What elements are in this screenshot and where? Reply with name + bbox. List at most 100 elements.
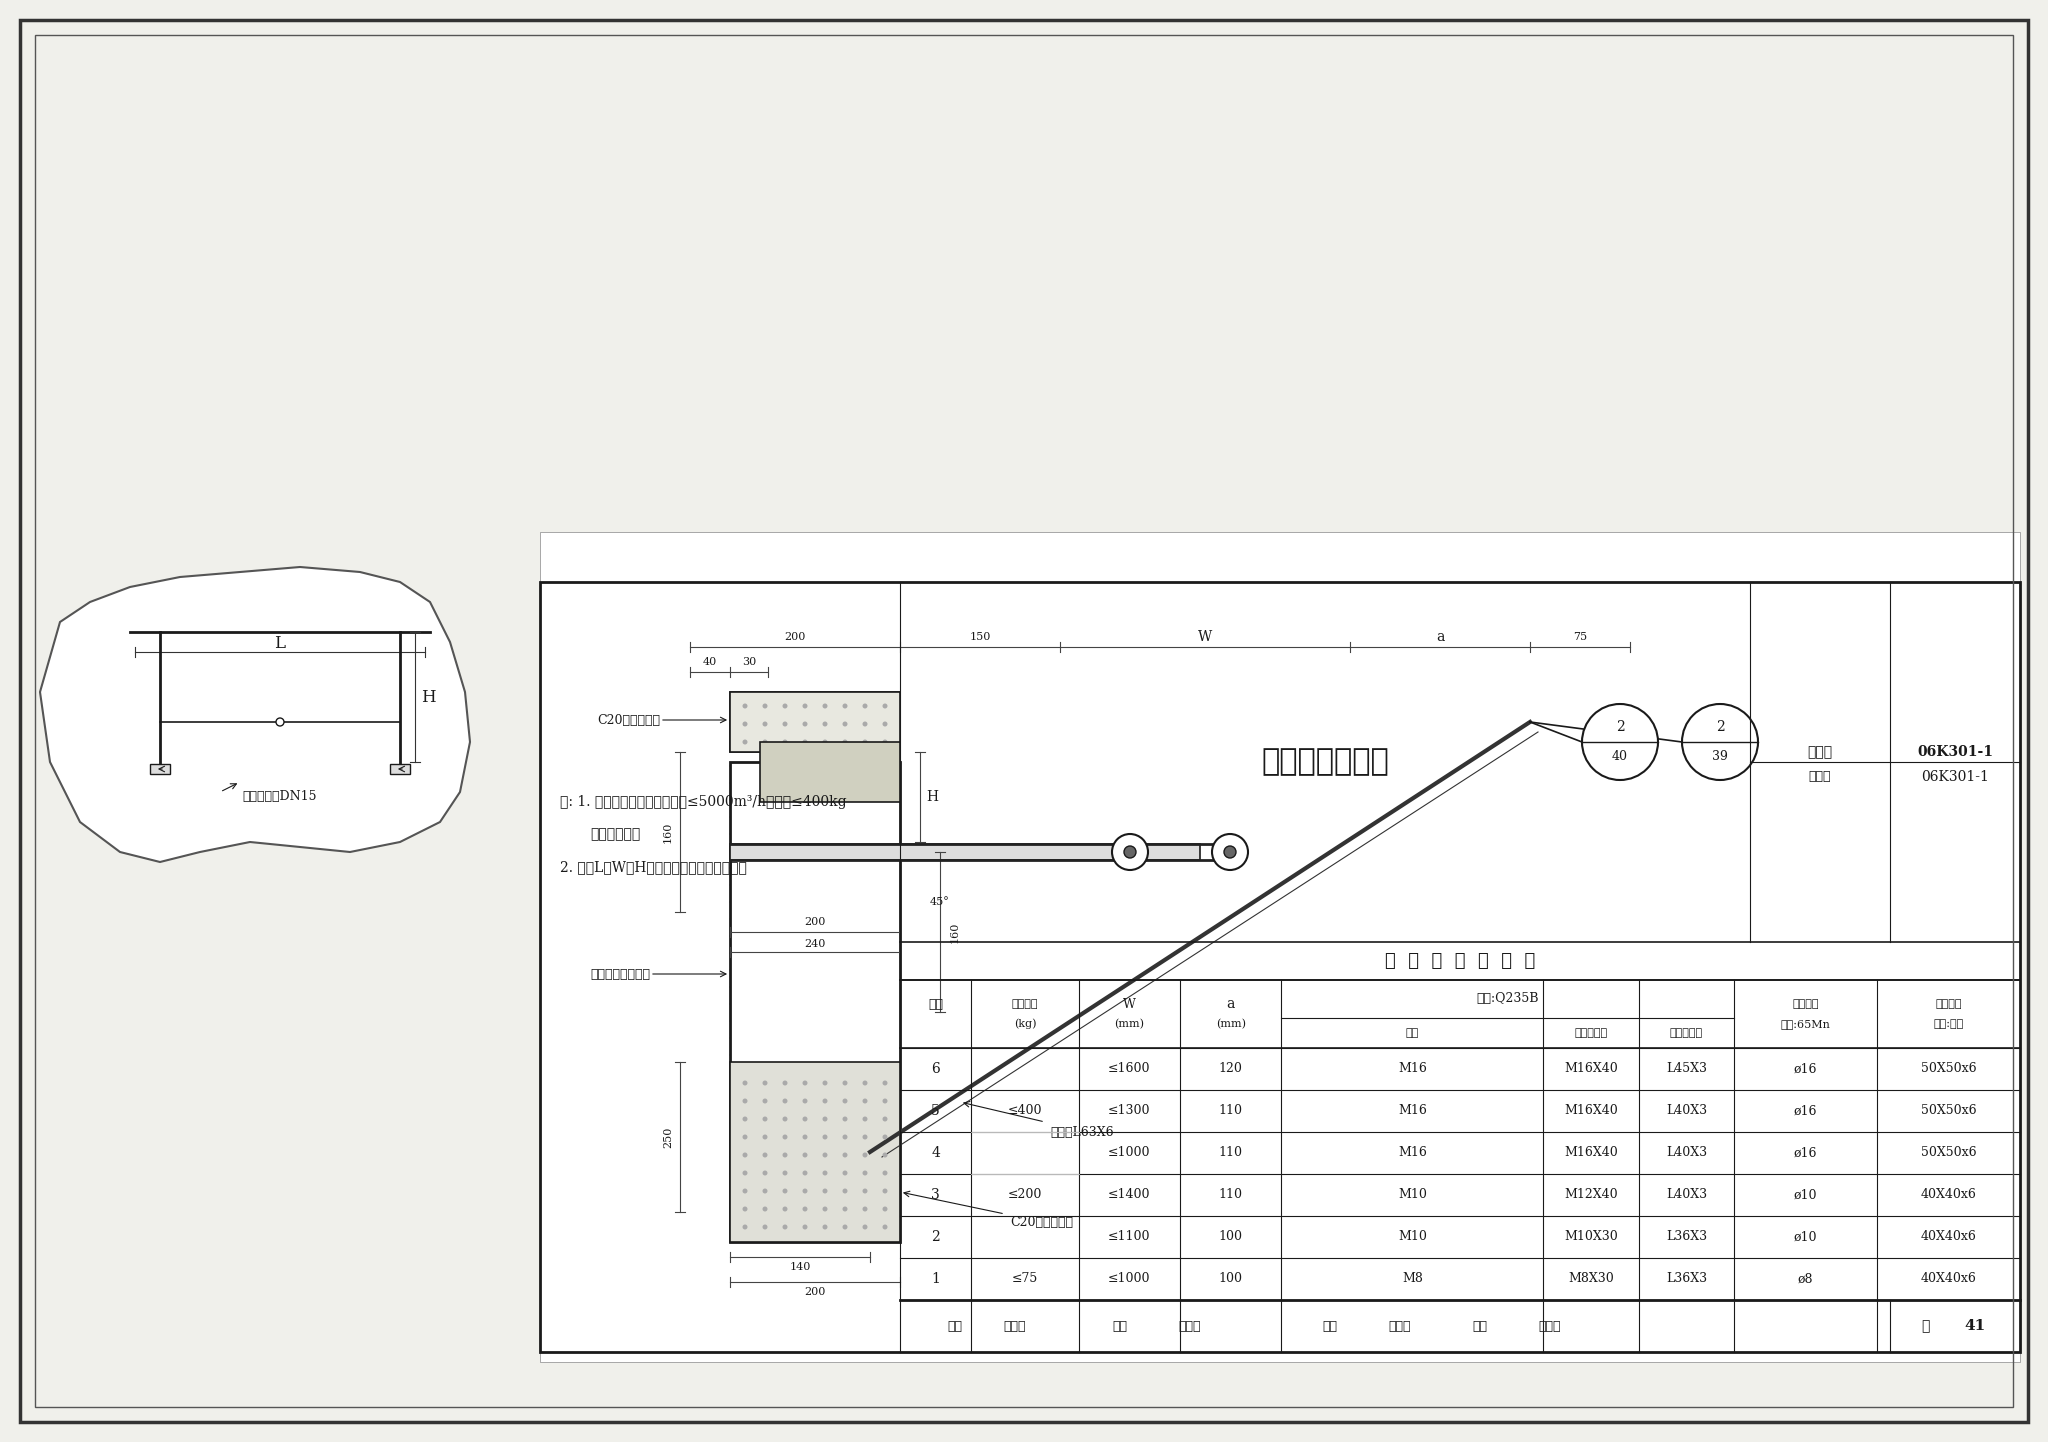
Circle shape xyxy=(743,1099,748,1103)
Circle shape xyxy=(883,1135,887,1139)
Text: ≤1400: ≤1400 xyxy=(1108,1188,1151,1201)
Text: 螺号: 螺号 xyxy=(1405,1028,1419,1038)
Text: 2: 2 xyxy=(1616,720,1624,734)
Circle shape xyxy=(782,1135,788,1139)
Circle shape xyxy=(842,1224,848,1230)
Text: 45°: 45° xyxy=(930,897,950,907)
Text: M10X30: M10X30 xyxy=(1565,1230,1618,1243)
Text: 100: 100 xyxy=(1219,1230,1243,1243)
Text: 砖墙或轻质砌块墙: 砖墙或轻质砌块墙 xyxy=(590,968,649,981)
Text: M8: M8 xyxy=(1403,1272,1423,1285)
Circle shape xyxy=(782,740,788,744)
Text: 110: 110 xyxy=(1219,1188,1243,1201)
Text: 校对: 校对 xyxy=(1112,1319,1128,1332)
Text: 200: 200 xyxy=(805,917,825,927)
Text: 150: 150 xyxy=(969,632,991,642)
Circle shape xyxy=(803,721,807,727)
Circle shape xyxy=(803,1171,807,1175)
Text: H: H xyxy=(420,688,436,705)
Text: 材料:65Mn: 材料:65Mn xyxy=(1780,1019,1831,1030)
Text: a: a xyxy=(1227,996,1235,1011)
Text: W: W xyxy=(1198,630,1212,645)
Circle shape xyxy=(762,704,768,708)
Circle shape xyxy=(823,1116,827,1122)
Circle shape xyxy=(823,740,827,744)
Circle shape xyxy=(842,1171,848,1175)
Text: H: H xyxy=(926,790,938,805)
Circle shape xyxy=(1225,846,1237,858)
Circle shape xyxy=(823,1224,827,1230)
Text: a: a xyxy=(1436,630,1444,645)
Circle shape xyxy=(743,1135,748,1139)
Text: ≤1000: ≤1000 xyxy=(1108,1146,1151,1159)
Circle shape xyxy=(883,1224,887,1230)
Text: 绘图: 绘图 xyxy=(1323,1319,1337,1332)
Circle shape xyxy=(842,1080,848,1086)
Circle shape xyxy=(803,1135,807,1139)
Circle shape xyxy=(762,740,768,744)
Text: 160: 160 xyxy=(950,921,961,943)
Text: ø16: ø16 xyxy=(1794,1063,1817,1076)
Circle shape xyxy=(862,704,868,708)
Circle shape xyxy=(743,1116,748,1122)
Text: 图集号: 图集号 xyxy=(1808,746,1833,758)
Bar xyxy=(150,764,170,774)
Circle shape xyxy=(1212,833,1247,870)
Circle shape xyxy=(782,721,788,727)
Text: 2: 2 xyxy=(1716,720,1724,734)
Circle shape xyxy=(842,704,848,708)
Bar xyxy=(760,743,899,802)
Text: C20细石混凝土: C20细石混凝土 xyxy=(598,714,659,727)
Text: L40X3: L40X3 xyxy=(1665,1146,1706,1159)
Circle shape xyxy=(762,1116,768,1122)
Circle shape xyxy=(862,1135,868,1139)
Circle shape xyxy=(823,1152,827,1158)
Text: 110: 110 xyxy=(1219,1146,1243,1159)
Text: M16: M16 xyxy=(1399,1146,1427,1159)
Circle shape xyxy=(862,1152,868,1158)
Text: 40X40x6: 40X40x6 xyxy=(1921,1230,1976,1243)
Circle shape xyxy=(823,1207,827,1211)
Circle shape xyxy=(862,1171,868,1175)
Circle shape xyxy=(883,1099,887,1103)
Text: 140: 140 xyxy=(788,1262,811,1272)
Text: M16: M16 xyxy=(1399,1105,1427,1118)
Text: ø10: ø10 xyxy=(1794,1230,1817,1243)
Circle shape xyxy=(883,740,887,744)
Text: 杆  件  材  料  规  格  表: 杆 件 材 料 规 格 表 xyxy=(1384,952,1536,970)
Circle shape xyxy=(782,1116,788,1122)
Text: 41: 41 xyxy=(1964,1319,1987,1332)
Circle shape xyxy=(762,1080,768,1086)
Text: 审核: 审核 xyxy=(948,1319,963,1332)
Bar xyxy=(541,583,2019,1353)
Text: 吊顶式墙上安装: 吊顶式墙上安装 xyxy=(1262,747,1389,777)
Text: 材料:橡胶: 材料:橡胶 xyxy=(1933,1019,1964,1030)
Text: 郁永庆: 郁永庆 xyxy=(1180,1319,1202,1332)
Text: 200: 200 xyxy=(784,632,805,642)
Circle shape xyxy=(842,1188,848,1194)
Bar xyxy=(729,692,899,751)
Circle shape xyxy=(823,1080,827,1086)
Circle shape xyxy=(782,1099,788,1103)
Text: 2. 图中L、W和H分别为机组的长、宽和高。: 2. 图中L、W和H分别为机组的长、宽和高。 xyxy=(559,859,748,874)
Circle shape xyxy=(762,1224,768,1230)
Circle shape xyxy=(883,1116,887,1122)
Circle shape xyxy=(782,1171,788,1175)
Text: 材料:Q235B: 材料:Q235B xyxy=(1477,992,1538,1005)
Text: M16: M16 xyxy=(1399,1063,1427,1076)
Text: L45X3: L45X3 xyxy=(1665,1063,1706,1076)
Circle shape xyxy=(782,704,788,708)
Text: 06K301-1: 06K301-1 xyxy=(1917,746,1993,758)
Text: ø10: ø10 xyxy=(1794,1188,1817,1201)
Text: 图集号: 图集号 xyxy=(1808,770,1831,783)
Text: 110: 110 xyxy=(1219,1105,1243,1118)
Text: L40X3: L40X3 xyxy=(1665,1105,1706,1118)
Text: 40X40x6: 40X40x6 xyxy=(1921,1188,1976,1201)
Bar xyxy=(729,761,899,1242)
Text: 75: 75 xyxy=(1573,632,1587,642)
Circle shape xyxy=(862,1207,868,1211)
Circle shape xyxy=(823,1099,827,1103)
Circle shape xyxy=(823,704,827,708)
Polygon shape xyxy=(41,567,469,862)
Text: M10: M10 xyxy=(1399,1230,1427,1243)
